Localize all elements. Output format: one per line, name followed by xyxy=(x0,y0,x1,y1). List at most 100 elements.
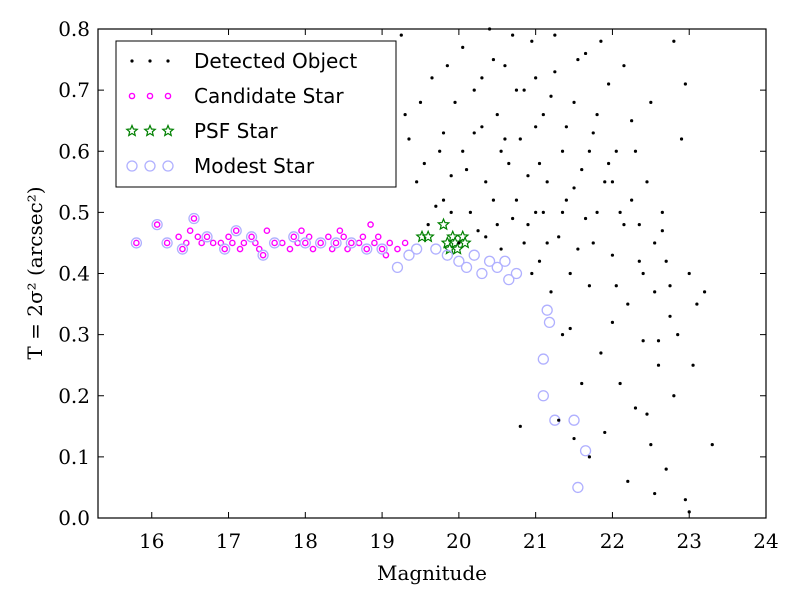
candidate-star-point-7 xyxy=(190,215,198,222)
detected-object-point-126 xyxy=(541,210,545,214)
y-tick-label-6: 0.6 xyxy=(58,139,90,163)
legend-marker-modest-star-1 xyxy=(144,160,156,172)
detected-object-point-66 xyxy=(664,467,668,471)
modest-star-point-35 xyxy=(537,390,549,402)
detected-object-point-116 xyxy=(534,76,538,80)
candidate-star-point-8 xyxy=(194,233,202,241)
modest-star-point-32 xyxy=(541,304,553,316)
modest-star-point-21 xyxy=(430,243,442,255)
legend-marker-detected-object-0 xyxy=(130,59,134,63)
candidate-star-point-13 xyxy=(221,245,228,253)
detected-object-point-23 xyxy=(499,247,503,251)
detected-object-point-72 xyxy=(691,363,695,367)
psf-star-point-9 xyxy=(458,235,472,249)
detected-object-point-89 xyxy=(656,339,661,343)
candidate-star-point-3 xyxy=(175,233,182,241)
detected-object-point-53 xyxy=(614,149,618,153)
candidate-star-point-27 xyxy=(290,233,298,241)
detected-object-point-114 xyxy=(491,57,496,62)
legend-marker-psf-star-1 xyxy=(143,123,157,137)
modest-star-point-17 xyxy=(376,243,388,255)
detected-object-point-74 xyxy=(702,290,707,294)
detected-object-point-17 xyxy=(476,229,480,233)
legend-marker-psf-star-0 xyxy=(125,123,139,137)
legend-marker-candidate-star-1 xyxy=(146,92,154,100)
candidate-star-point-1 xyxy=(153,221,161,228)
detected-object-point-33 xyxy=(537,259,542,263)
candidate-star-point-51 xyxy=(401,239,409,247)
detected-object-point-58 xyxy=(633,406,638,410)
modest-star-point-37 xyxy=(568,414,580,426)
detected-object-point-25 xyxy=(507,161,511,166)
detected-object-point-118 xyxy=(576,57,580,62)
detected-object-point-99 xyxy=(514,198,519,202)
legend-label-detected-object: Detected Object xyxy=(194,49,357,73)
detected-object-point-68 xyxy=(672,394,676,398)
detected-object-point-64 xyxy=(656,363,661,367)
candidate-star-point-22 xyxy=(259,251,267,259)
detected-object-point-67 xyxy=(668,314,672,318)
modest-star-point-5 xyxy=(201,231,213,243)
y-axis-label: T = 2σ² (arcsec²) xyxy=(23,186,47,359)
candidate-star-point-47 xyxy=(378,245,386,253)
modest-star-point-13 xyxy=(315,237,327,249)
modest-star-point-20 xyxy=(410,243,423,255)
detected-object-point-123 xyxy=(480,125,484,129)
candidate-star-point-10 xyxy=(203,233,211,241)
ticks-layer: 16 17 18 19 20 21 22 23 24 0.0 0.1 0.2 0.3 0.4 0.5 0.6 0… xyxy=(58,17,779,553)
detected-object-point-137 xyxy=(637,223,641,227)
detected-object-point-27 xyxy=(514,88,519,92)
detected-object-point-122 xyxy=(672,39,676,43)
detected-object-point-60 xyxy=(641,339,645,343)
detected-object-point-31 xyxy=(530,39,534,43)
x-axis-label: Magnitude xyxy=(377,561,487,585)
candidate-star-point-36 xyxy=(332,239,340,247)
candidate-star-point-40 xyxy=(348,239,355,247)
modest-star-point-25 xyxy=(468,249,480,261)
detected-object-point-139 xyxy=(534,125,538,129)
detected-object-point-13 xyxy=(461,45,465,49)
modest-star-point-26 xyxy=(476,267,488,280)
detected-object-point-10 xyxy=(449,210,453,214)
detected-object-point-107 xyxy=(606,161,611,166)
detected-object-point-104 xyxy=(572,186,576,190)
detected-object-point-125 xyxy=(522,88,526,92)
detected-object-point-76 xyxy=(683,498,687,502)
detected-object-point-50 xyxy=(603,180,607,184)
detected-object-point-16 xyxy=(472,131,476,135)
detected-object-point-124 xyxy=(499,149,503,153)
detected-object-point-115 xyxy=(511,33,515,37)
detected-object-point-41 xyxy=(568,326,572,331)
detected-object-point-109 xyxy=(630,198,634,202)
candidate-star-point-50 xyxy=(394,245,401,253)
detected-object-point-86 xyxy=(560,333,565,337)
modest-star-point-1 xyxy=(151,218,163,231)
candidate-star-point-24 xyxy=(271,239,278,247)
points-layer xyxy=(130,27,714,514)
candidate-star-point-34 xyxy=(325,233,332,241)
candidate-star-point-29 xyxy=(298,227,305,235)
modest-star-point-22 xyxy=(441,249,454,261)
candidate-star-point-46 xyxy=(374,233,382,241)
y-tick-label-5: 0.5 xyxy=(58,200,90,224)
legend-marker-candidate-star-0 xyxy=(128,92,136,100)
detected-object-point-85 xyxy=(645,412,649,416)
detected-object-point-129 xyxy=(610,180,615,184)
detected-object-point-63 xyxy=(653,290,657,294)
candidate-star-point-14 xyxy=(225,233,232,241)
detected-object-point-80 xyxy=(518,424,522,428)
detected-object-point-14 xyxy=(464,167,469,172)
candidate-star-point-49 xyxy=(386,239,394,247)
legend-marker-detected-object-1 xyxy=(148,59,152,63)
detected-object-point-12 xyxy=(457,241,461,245)
detected-object-point-98 xyxy=(503,137,507,141)
detected-object-point-9 xyxy=(445,64,449,68)
legend-label-modest-star: Modest Star xyxy=(194,154,315,178)
modest-star-point-18 xyxy=(391,261,404,274)
detected-object-point-30 xyxy=(526,174,530,178)
detected-object-point-120 xyxy=(622,64,626,68)
detected-object-point-100 xyxy=(526,223,530,227)
x-tick-label-5: 21 xyxy=(523,529,548,553)
x-tick-label-3: 19 xyxy=(369,529,394,553)
detected-object-point-108 xyxy=(618,210,622,214)
